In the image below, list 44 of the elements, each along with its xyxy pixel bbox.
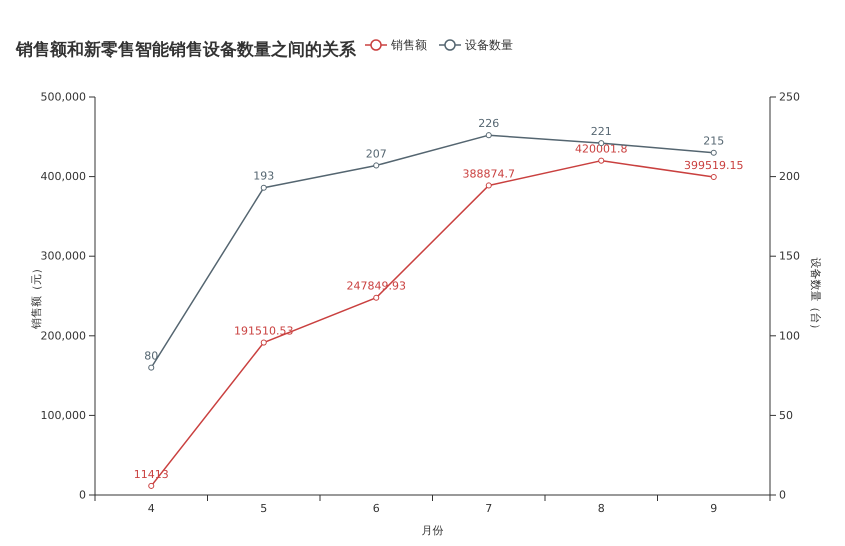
y2-tick-label: 150 [779, 250, 800, 263]
y2-axis-title: 设备数量（台） [809, 258, 822, 334]
data-label: 80 [144, 350, 158, 363]
x-tick-label: 7 [485, 502, 492, 515]
y-axis-title: 销售额（元） [30, 263, 43, 330]
legend-label: 设备数量 [465, 38, 513, 52]
point [598, 158, 604, 164]
x-tick-label: 6 [372, 502, 380, 515]
data-label: 388874.7 [462, 167, 515, 180]
data-label: 399519.15 [684, 158, 744, 172]
point [260, 340, 267, 346]
y2-tick-label: 200 [779, 170, 800, 184]
point [148, 482, 154, 489]
y-tick-label: 400,000 [40, 170, 86, 184]
y-tick-label: 100,000 [40, 408, 86, 422]
point [486, 182, 492, 188]
y2-tick-label: 250 [779, 90, 800, 104]
y-tick-label: 300,000 [40, 250, 86, 263]
data-label: 193 [253, 170, 274, 183]
x-tick-label: 4 [148, 502, 155, 515]
x-tick-label: 8 [598, 502, 605, 515]
y2-tick-label: 0 [779, 488, 786, 502]
point [260, 184, 267, 191]
point [373, 294, 380, 301]
point [148, 364, 154, 371]
data-label: 215 [703, 134, 724, 148]
y-tick-label: 200,000 [40, 329, 86, 342]
data-label: 226 [478, 117, 500, 130]
point [710, 150, 717, 156]
point [486, 132, 492, 138]
point [373, 162, 380, 168]
y2-tick-label: 100 [779, 329, 800, 342]
y-tick-label: 500,000 [40, 90, 86, 104]
point [710, 174, 717, 180]
chart-title: 销售额和新零售智能销售设备数量之间的关系 [15, 40, 357, 60]
x-tick-label: 9 [710, 502, 718, 515]
x-axis-title: 月份 [422, 524, 444, 537]
data-label: 207 [366, 147, 387, 160]
y2-tick-label: 50 [779, 408, 793, 422]
data-label: 191510.53 [234, 324, 294, 338]
x-tick-label: 5 [260, 502, 268, 515]
y-tick-label: 0 [79, 488, 86, 502]
legend-label: 销售额 [390, 38, 427, 52]
data-label: 221 [590, 125, 612, 138]
